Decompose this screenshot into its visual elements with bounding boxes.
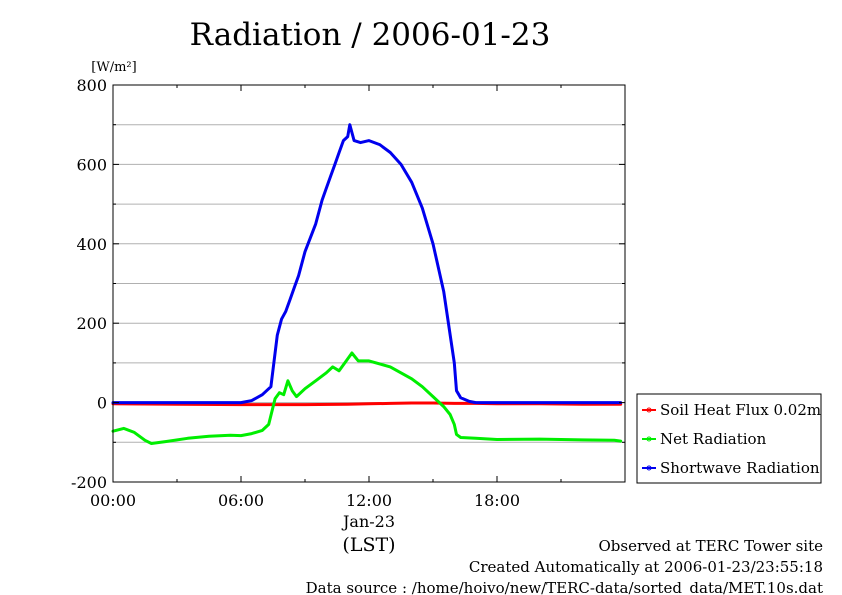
x-axis-date-label: Jan-23: [341, 512, 395, 531]
legend-marker: [646, 436, 652, 442]
x-tick-label: 12:00: [346, 491, 392, 510]
x-tick-label: 00:00: [90, 491, 136, 510]
x-tick-label: 18:00: [474, 491, 520, 510]
grid: [113, 124, 625, 443]
legend: Soil Heat Flux 0.02m Net Radiation Shortwa…: [636, 393, 822, 484]
footer-observed: Observed at TERC Tower site: [598, 537, 823, 555]
footer-created: Created Automatically at 2006-01-23/23:5…: [469, 558, 823, 576]
y-axis-unit-label: [W/m²]: [91, 60, 136, 75]
y-tick-label: 400: [76, 235, 107, 254]
legend-label: Shortwave Radiation: [660, 459, 820, 477]
y-tick-label: 600: [76, 155, 107, 174]
y-tick-label: 800: [76, 76, 107, 95]
y-tick-label: 0: [97, 394, 107, 413]
x-axis-title: (LST): [342, 534, 395, 556]
series-line-2: [111, 123, 623, 405]
legend-marker: [646, 465, 652, 471]
legend-label: Soil Heat Flux 0.02m: [660, 401, 821, 419]
y-tick-label: -200: [71, 473, 107, 492]
legend-box: [636, 393, 822, 484]
axis-ticks: -200 0 200 400 600 800 00:00 06:00 12:00 18:00: [71, 76, 626, 510]
legend-marker: [646, 407, 652, 413]
x-tick-label: 06:00: [218, 491, 264, 510]
series-line-1: [111, 351, 623, 445]
legend-label: Net Radiation: [660, 430, 767, 448]
series-lines: [111, 123, 623, 445]
footer-source: Data source : /home/hoivo/new/TERC-data/…: [306, 579, 823, 595]
y-tick-label: 200: [76, 314, 107, 333]
chart-title: Radiation / 2006-01-23: [190, 17, 551, 53]
